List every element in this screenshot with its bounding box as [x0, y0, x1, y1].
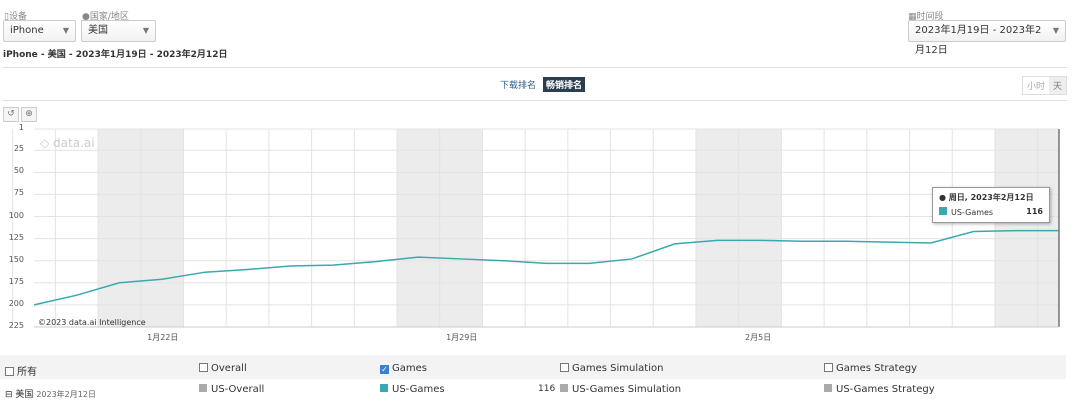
y-tick-label: 25: [13, 144, 24, 154]
checkbox-overall[interactable]: Overall: [199, 363, 247, 374]
period-label: ▦时间段: [908, 12, 944, 22]
y-tick-label: 1: [18, 123, 24, 132]
calendar-icon: ▦: [908, 12, 917, 22]
legend-row-label: ⊟ 美国 2023年2月12日: [5, 390, 96, 400]
checkbox-all[interactable]: 所有: [5, 363, 37, 378]
y-tick-label: 200: [8, 298, 24, 308]
x-tick-label: 2月5日: [745, 333, 772, 342]
device-label: ▯设备: [4, 12, 27, 22]
weekend-band: [994, 129, 1059, 327]
y-tick-label: 100: [8, 210, 24, 220]
country-label: ●国家/地区: [82, 12, 129, 22]
globe-icon: ●: [939, 193, 946, 202]
rank-tabs: 下载排名 畅销排名: [497, 77, 586, 92]
y-tick-label: 225: [8, 321, 24, 330]
chart-credit: ©2023 data.ai Intelligence: [38, 318, 146, 327]
zoom-icon[interactable]: ⊕: [21, 107, 37, 122]
y-tick-label: 125: [8, 232, 24, 242]
legend-header: [0, 355, 1066, 379]
chevron-down-icon: ▼: [62, 26, 69, 35]
day-button[interactable]: 天: [1049, 77, 1067, 94]
chart-tooltip: ● 周日, 2023年2月12日 US-Games 116: [932, 187, 1050, 223]
divider: [3, 100, 1067, 101]
tab-grossing[interactable]: 畅销排名: [543, 77, 586, 92]
tab-downloads[interactable]: 下载排名: [500, 81, 537, 91]
device-select[interactable]: iPhone ▼: [3, 20, 76, 42]
series-swatch: [939, 207, 947, 215]
legend-value-us-games: 116: [538, 384, 556, 394]
granularity-toggle: 小时 天: [1022, 76, 1068, 95]
rank-chart: [12, 128, 1060, 328]
checkbox-games-strategy[interactable]: Games Strategy: [824, 363, 917, 374]
phone-icon: ▯: [4, 12, 9, 22]
legend-item-us-games-simulation[interactable]: US-Games Simulation: [560, 384, 681, 395]
y-tick-label: 150: [8, 254, 24, 264]
reset-zoom-icon[interactable]: ↺: [3, 107, 19, 122]
legend-item-us-overall[interactable]: US-Overall: [199, 384, 264, 395]
chevron-down-icon: ▼: [142, 26, 149, 35]
hour-button[interactable]: 小时: [1027, 82, 1046, 92]
period-select[interactable]: 2023年1月19日 - 2023年2月12日 ▼: [908, 20, 1066, 56]
series-line-us-games: [33, 229, 1059, 306]
chevron-down-icon: ▼: [1052, 26, 1059, 35]
y-tick-label: 75: [13, 188, 24, 198]
x-tick-label: 1月22日: [147, 333, 179, 342]
divider: [3, 67, 1067, 68]
legend-item-us-games-strategy[interactable]: US-Games Strategy: [824, 384, 935, 395]
checkbox-games-simulation[interactable]: Games Simulation: [560, 363, 663, 374]
watermark-logo: ◇ data.ai: [40, 136, 95, 150]
globe-icon: ●: [82, 12, 90, 22]
country-select[interactable]: 美国 ▼: [81, 20, 156, 42]
legend-item-us-games[interactable]: US-Games: [380, 384, 445, 395]
y-tick-label: 175: [8, 276, 24, 286]
page-subtitle: iPhone - 美国 - 2023年1月19日 - 2023年2月12日: [3, 50, 228, 60]
collapse-icon[interactable]: ⊟: [5, 390, 13, 400]
x-tick-label: 1月29日: [446, 333, 478, 342]
y-tick-label: 50: [13, 166, 24, 176]
checkbox-games[interactable]: ✓ Games: [380, 363, 427, 374]
